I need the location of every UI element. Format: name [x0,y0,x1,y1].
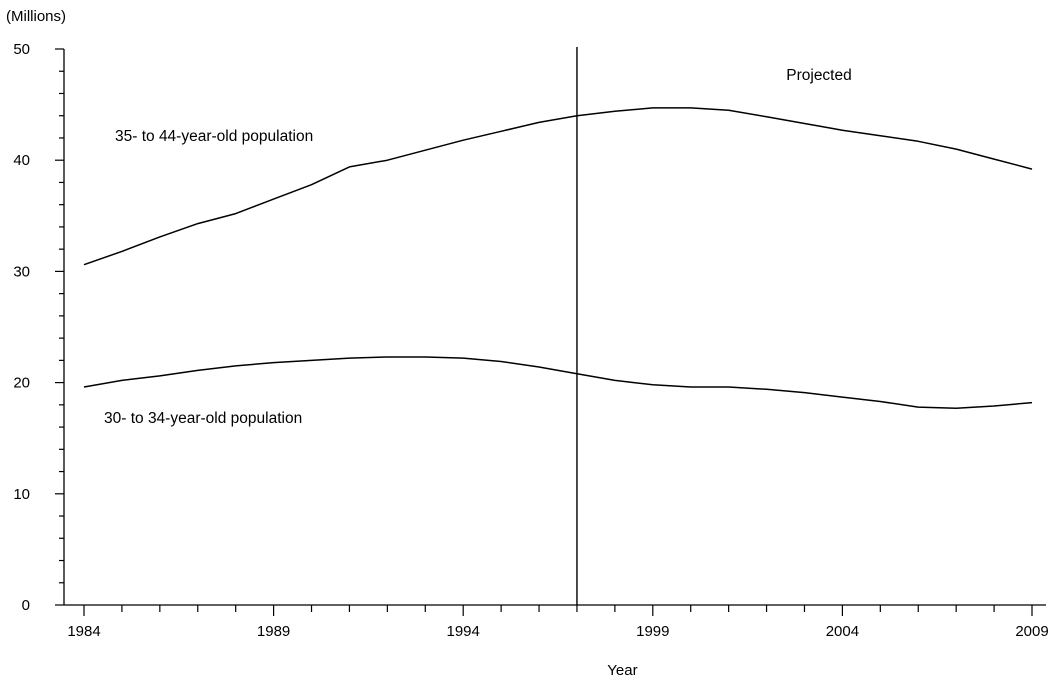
y-tick-label: 50 [13,41,30,58]
x-tick-label: 1994 [447,623,480,640]
y-tick-label: 20 [13,375,30,392]
y-tick-label: 10 [13,486,30,503]
series-line-1 [83,356,1033,409]
x-tick-label: 1984 [67,623,100,640]
x-tick-label: 1999 [636,623,669,640]
y-tick-label: 40 [13,152,30,169]
x-axis-label: Year [607,662,637,679]
y-units-label: (Millions) [6,8,66,25]
x-tick-label: 2009 [1015,623,1048,640]
x-tick-label: 2004 [826,623,859,640]
projection-label: Projected [786,67,851,84]
y-tick-label: 30 [13,263,30,280]
series-line-0 [83,107,1033,266]
y-tick-label: 0 [22,597,30,614]
x-tick-label: 1989 [257,623,290,640]
series-label-1: 30- to 34-year-old population [104,410,302,427]
series-label-0: 35- to 44-year-old population [115,128,313,145]
